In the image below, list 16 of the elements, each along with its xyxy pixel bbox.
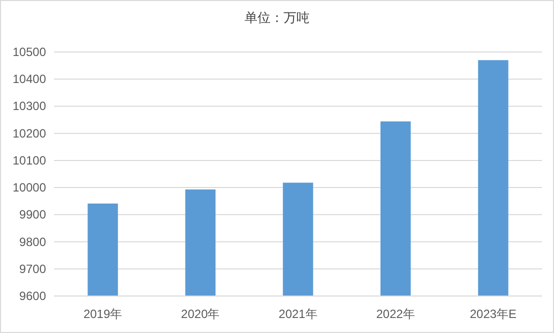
y-tick-label: 10400 [12, 72, 46, 86]
x-tick-label: 2022年 [376, 307, 415, 321]
y-tick-label: 9900 [19, 208, 46, 222]
y-tick-label: 9800 [19, 234, 46, 249]
y-tick-label: 9600 [19, 289, 46, 303]
x-tick-label: 2021年 [278, 307, 318, 321]
y-tick-label: 10300 [12, 99, 46, 114]
x-tick-label: 2020年 [181, 307, 220, 321]
y-tick-label: 9700 [19, 262, 46, 276]
y-tick-label: 10100 [12, 153, 46, 168]
chart-title: 单位：万吨 [244, 10, 310, 25]
x-tick-label: 2019年 [83, 307, 122, 321]
y-tick-label: 10500 [12, 45, 46, 59]
y-tick-label: 10200 [12, 126, 46, 140]
x-tick-label: 2023年E [470, 307, 517, 321]
y-tick-label: 10000 [12, 180, 46, 195]
